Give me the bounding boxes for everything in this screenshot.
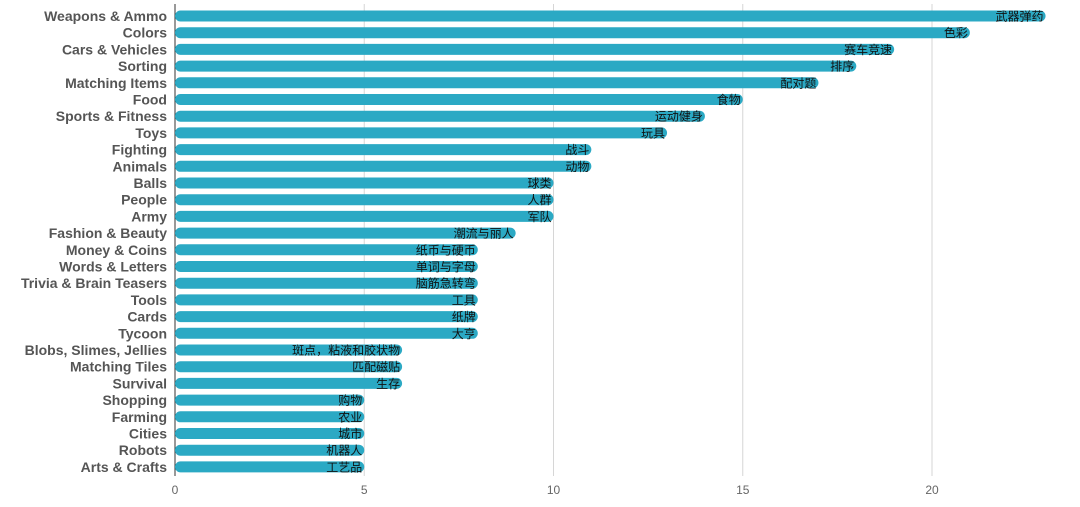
data-label: 斑点，粘液和胶状物 xyxy=(292,343,400,358)
data-label: 军队 xyxy=(527,209,551,224)
category-label: Toys xyxy=(135,125,167,141)
category-label: Animals xyxy=(113,158,168,174)
category-label: Food xyxy=(133,92,167,108)
category-label: Army xyxy=(131,208,167,224)
data-label: 纸牌 xyxy=(452,310,476,324)
data-label: 纸币与硬币 xyxy=(416,243,476,257)
x-axis-ticks: 0 5 10 15 20 xyxy=(172,483,939,497)
bar xyxy=(175,144,592,156)
bar xyxy=(175,327,478,339)
bar xyxy=(175,210,554,222)
bar xyxy=(175,361,403,373)
category-label: Farming xyxy=(112,409,167,425)
bar xyxy=(175,311,478,323)
bar xyxy=(175,227,516,239)
data-labels: 武器弹药色彩赛车竞速排序配对题食物运动健身玩具战斗动物球类人群军队潮流与丽人纸币… xyxy=(292,10,1043,475)
data-label: 机器人 xyxy=(326,444,362,458)
bar xyxy=(175,377,403,389)
data-label: 匹配磁贴 xyxy=(352,359,400,374)
bar xyxy=(175,444,365,456)
bars xyxy=(175,10,1046,473)
bar xyxy=(175,461,365,473)
bar xyxy=(175,177,554,189)
bar xyxy=(175,27,970,39)
bar xyxy=(175,110,705,122)
category-label: Arts & Crafts xyxy=(81,459,168,475)
bar xyxy=(175,394,365,406)
category-label: Survival xyxy=(113,375,167,391)
category-label: Weapons & Ammo xyxy=(44,8,167,24)
data-label: 食物 xyxy=(717,92,741,107)
bar xyxy=(175,194,554,206)
category-label: Matching Tiles xyxy=(70,359,167,375)
category-label: People xyxy=(121,192,167,208)
bar xyxy=(175,411,365,423)
data-label: 战斗 xyxy=(565,143,589,157)
x-tick-label: 0 xyxy=(172,483,179,497)
data-label: 玩具 xyxy=(641,126,665,140)
x-tick-label: 15 xyxy=(736,483,750,497)
data-label: 单词与字母 xyxy=(416,259,476,274)
category-label: Robots xyxy=(119,442,167,458)
data-label: 工具 xyxy=(452,293,476,307)
data-label: 排序 xyxy=(830,59,854,74)
category-label: Cities xyxy=(129,426,167,442)
data-label: 运动健身 xyxy=(655,109,703,124)
data-label: 工艺品 xyxy=(326,460,362,474)
category-label: Words & Letters xyxy=(59,259,167,275)
data-label: 生存 xyxy=(376,377,400,391)
category-label: Money & Coins xyxy=(66,242,167,258)
category-label: Tycoon xyxy=(118,325,167,341)
bar xyxy=(175,244,478,256)
data-label: 武器弹药 xyxy=(996,10,1044,24)
bar xyxy=(175,160,592,172)
bar xyxy=(175,277,478,289)
category-label: Shopping xyxy=(102,392,167,408)
data-label: 购物 xyxy=(338,393,362,408)
data-label: 配对题 xyxy=(780,76,816,90)
bar xyxy=(175,60,857,72)
category-label: Matching Items xyxy=(65,75,167,91)
data-label: 农业 xyxy=(338,410,362,424)
bar xyxy=(175,43,895,55)
data-label: 赛车竞速 xyxy=(844,42,892,57)
x-tick-label: 20 xyxy=(925,483,939,497)
data-label: 大亨 xyxy=(452,326,476,341)
category-label: Trivia & Brain Teasers xyxy=(21,275,167,291)
x-tick-label: 10 xyxy=(547,483,561,497)
bar xyxy=(175,294,478,306)
bar xyxy=(175,77,819,89)
bar xyxy=(175,10,1046,22)
bar xyxy=(175,94,743,105)
data-label: 城市 xyxy=(338,426,362,441)
category-label: Cards xyxy=(127,309,167,325)
data-label: 人群 xyxy=(527,193,551,207)
category-label: Sorting xyxy=(118,58,167,74)
x-tick-label: 5 xyxy=(361,483,368,497)
category-label: Tools xyxy=(131,292,168,308)
bar xyxy=(175,344,403,356)
category-label: Fashion & Beauty xyxy=(49,225,167,241)
bar xyxy=(175,127,668,139)
data-label: 球类 xyxy=(527,177,551,191)
category-label: Balls xyxy=(134,175,168,191)
category-label: Colors xyxy=(123,25,168,41)
data-label: 潮流与丽人 xyxy=(454,226,514,241)
data-label: 脑筋急转弯 xyxy=(416,276,476,291)
bar xyxy=(175,261,478,272)
category-label: Fighting xyxy=(112,142,167,158)
data-label: 动物 xyxy=(565,160,589,174)
bar xyxy=(175,428,365,439)
category-label: Blobs, Slimes, Jellies xyxy=(25,342,168,358)
category-label: Cars & Vehicles xyxy=(62,41,167,57)
data-label: 色彩 xyxy=(944,26,968,40)
category-label: Sports & Fitness xyxy=(56,108,167,124)
